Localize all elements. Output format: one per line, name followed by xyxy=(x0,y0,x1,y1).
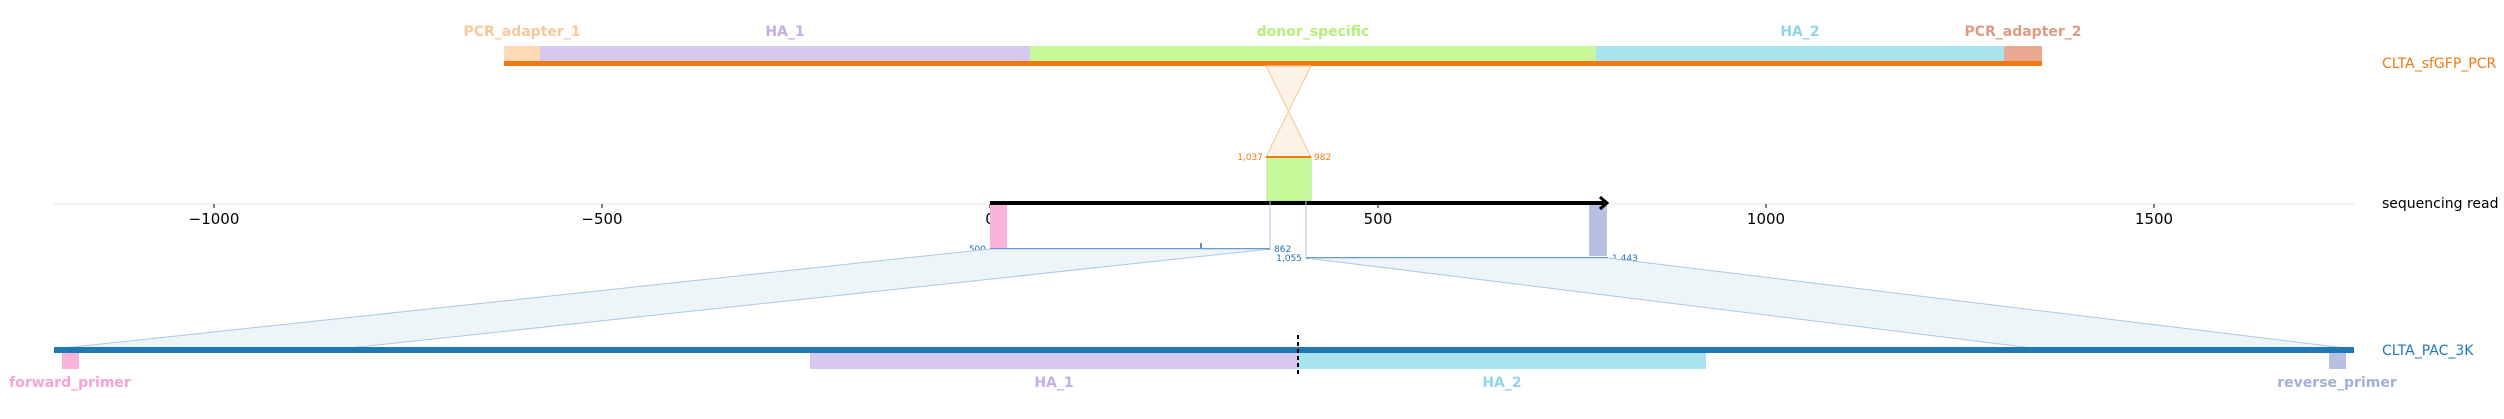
pcr-adapter-2-block xyxy=(2004,46,2042,62)
bottom-track-line xyxy=(54,347,2354,353)
axis-ticks: −1000−500050010001500 xyxy=(189,204,2173,228)
ha-1-label-top: HA_1 xyxy=(765,24,804,40)
top-connector xyxy=(1265,65,1312,158)
axis-tick-label: 500 xyxy=(1364,210,1393,228)
pcr-adapter-1-label: PCR_adapter_1 xyxy=(463,24,580,40)
reverse-primer-block-read xyxy=(1589,203,1607,256)
forward-primer-block xyxy=(62,353,79,369)
reverse-primer-block xyxy=(2329,353,2346,369)
ha-2-label-bottom: HA_2 xyxy=(1482,375,1521,391)
alignment-1-end-label: 862 xyxy=(1274,245,1291,255)
top-track-name: CLTA_sfGFP_PCR xyxy=(2382,56,2496,72)
read-arrow-head xyxy=(1598,195,1610,211)
top-connector-shape xyxy=(1265,65,1312,158)
axis-tick-label: −500 xyxy=(581,210,622,228)
ha-1-block-top xyxy=(540,46,1030,62)
pcr-adapter-1-block xyxy=(504,46,540,62)
ha-2-block-top xyxy=(1596,46,2004,62)
donor-specific-block xyxy=(1030,46,1596,62)
forward-primer-label: forward_primer xyxy=(9,375,131,391)
top-track-line xyxy=(504,61,2042,66)
bottom-connector-left xyxy=(53,248,1271,350)
axis-tick-label: −1000 xyxy=(189,210,240,228)
read-track-name: sequencing read xyxy=(2382,196,2498,212)
pcr-adapter-2-label: PCR_adapter_2 xyxy=(1964,24,2081,40)
donor-block-read xyxy=(1266,156,1312,202)
axis-tick-label: 1500 xyxy=(2135,210,2173,228)
bottom-track: forward_primer HA_1 HA_2 reverse_primer … xyxy=(9,335,2474,391)
bottom-connectors xyxy=(53,248,2355,350)
alignment-2-start-label: 1,055 xyxy=(1276,254,1302,264)
top-track: PCR_adapter_1 HA_1 donor_specific HA_2 P… xyxy=(463,24,2496,72)
top-mark-label-2: 982 xyxy=(1314,153,1331,163)
forward-primer-block-read xyxy=(990,203,1008,249)
donor-specific-label: donor_specific xyxy=(1257,24,1370,40)
axis-tick-label: 1000 xyxy=(1747,210,1785,228)
ha-1-block-bottom xyxy=(810,353,1298,369)
alignment-2-end-label: 1,443 xyxy=(1612,254,1638,264)
ha-1-label-bottom: HA_1 xyxy=(1034,375,1073,391)
bottom-connector-right xyxy=(1305,257,2355,350)
ha-2-label-top: HA_2 xyxy=(1780,24,1819,40)
ha-2-block-bottom xyxy=(1298,353,1706,369)
bottom-track-name: CLTA_PAC_3K xyxy=(2382,343,2474,359)
reverse-primer-label: reverse_primer xyxy=(2277,375,2397,391)
top-mark-label-1: 1,037 xyxy=(1237,153,1263,163)
read-track: −1000−500050010001500 1,037 982 500 862 … xyxy=(54,153,2498,264)
